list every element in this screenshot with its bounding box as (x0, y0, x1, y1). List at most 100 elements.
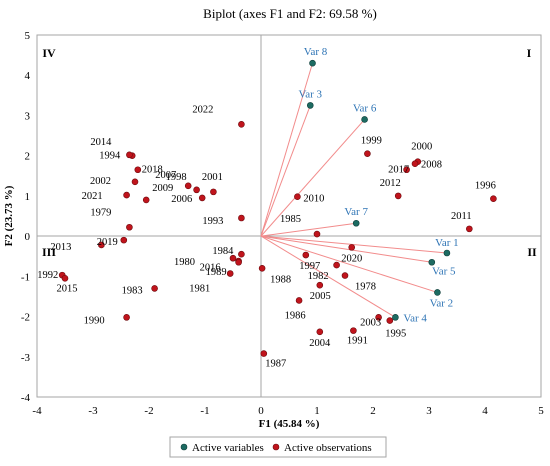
variable-vectors (260, 63, 447, 318)
variable-label-var-3: Var 3 (299, 88, 323, 100)
observation-label-1993: 1993 (202, 216, 223, 227)
observation-label-2018: 2018 (142, 165, 163, 176)
legend-marker-observations (272, 443, 280, 451)
observation-label-1987: 1987 (265, 359, 286, 370)
observation-point-2019 (120, 236, 128, 244)
y-axis-label: F2 (23.73 %) (3, 185, 15, 246)
observation-point-1985 (313, 230, 321, 238)
observation-label-1983: 1983 (122, 285, 143, 296)
variable-point-var-5 (428, 258, 436, 266)
x-tick-label-5: 1 (314, 405, 320, 417)
x-tick-label-9: 5 (538, 405, 544, 417)
chart-title: Biplot (axes F1 and F2: 69.58 %) (203, 6, 377, 21)
observation-label-2010: 2010 (303, 194, 324, 205)
vector-line-var-5 (260, 235, 432, 263)
observation-point-2021 (123, 191, 130, 199)
observation-label-1996: 1996 (475, 181, 496, 192)
observation-label-1998: 1998 (166, 172, 187, 183)
observation-point-2011 (466, 225, 473, 233)
observation-label-1989: 1989 (206, 267, 227, 278)
observation-point-2015 (61, 275, 69, 282)
observation-point-2003 (375, 314, 382, 321)
vector-line-var-2 (260, 235, 438, 293)
x-tick-label-7: 3 (426, 405, 432, 417)
observation-point-2009 (142, 196, 150, 204)
observation-point-2017 (403, 166, 410, 174)
observation-label-2019: 2019 (97, 237, 118, 248)
observation-point-2002 (131, 178, 139, 186)
vector-line-var-1 (260, 235, 447, 254)
observation-point-1988 (258, 264, 266, 272)
observation-label-2020: 2020 (341, 253, 362, 264)
observation-label-2011: 2011 (451, 211, 472, 222)
x-tick-label-2: -2 (144, 405, 153, 417)
variable-label-var-7: Var 7 (344, 206, 368, 218)
y-tick-labels: -4 -3 -2 -1 0 1 2 3 4 5 (21, 30, 31, 404)
observation-label-2014: 2014 (90, 137, 112, 148)
variable-point-var-2 (434, 289, 441, 296)
vector-line-var-3 (260, 105, 311, 237)
observation-point-2010 (294, 193, 301, 200)
x-tick-label-0: -4 (32, 405, 42, 417)
observation-point-2006 (198, 194, 206, 202)
observation-point-1997 (302, 251, 310, 259)
x-tick-label-6: 2 (370, 405, 376, 417)
quadrant-label-ii: II (527, 245, 537, 259)
observation-point-2013 (98, 241, 105, 249)
y-tick-label-0: -4 (21, 392, 31, 404)
x-tick-label-4: 0 (258, 405, 264, 417)
observation-label-2022: 2022 (192, 104, 213, 115)
observation-point-1998 (193, 186, 200, 194)
legend: Active variables Active observations (169, 436, 387, 458)
observation-label-2002: 2002 (90, 176, 111, 187)
observation-label-2021: 2021 (82, 191, 103, 202)
x-tick-label-8: 4 (482, 405, 488, 417)
observation-label-1984: 1984 (212, 246, 234, 257)
observation-point-2014 (126, 151, 133, 159)
observation-label-2000: 2000 (411, 142, 432, 153)
variable-point-var-3 (306, 102, 314, 109)
variable-points: Var 1 Var 2 Var 3 Var 4 Var 5 Var 6 Var 7 Var 8 (299, 46, 459, 324)
x-tick-labels: -4 -3 -2 -1 0 1 2 3 4 5 (32, 405, 544, 417)
observation-point-1982 (333, 261, 340, 269)
quadrant-label-iv: IV (42, 46, 56, 60)
observation-point-1995 (386, 317, 394, 324)
quadrant-label-iii: III (42, 245, 56, 259)
variable-label-var-4: Var 4 (403, 312, 427, 324)
observation-point-2001 (210, 188, 217, 196)
variable-label-var-2: Var 2 (430, 297, 454, 309)
variable-label-var-6: Var 6 (353, 102, 377, 114)
observation-label-2003: 2003 (360, 317, 381, 328)
observation-label-1991: 1991 (347, 336, 368, 347)
observation-label-1981: 1981 (189, 284, 210, 295)
observation-point-1991 (350, 327, 357, 334)
y-tick-label-8: 4 (25, 70, 31, 82)
y-tick-label-2: -2 (21, 312, 30, 324)
vector-line-var-7 (260, 222, 357, 237)
observation-point-2012 (394, 192, 402, 200)
observation-label-1982: 1982 (308, 271, 329, 282)
observation-label-1986: 1986 (285, 310, 306, 321)
observation-point-2018 (134, 166, 142, 174)
observation-label-2005: 2005 (310, 291, 331, 302)
y-tick-label-4: 0 (25, 231, 31, 243)
legend-entry-variables: Active variables (192, 442, 264, 454)
variable-point-var-8 (309, 59, 316, 67)
observation-label-1978: 1978 (355, 282, 376, 293)
plot-area-border (36, 34, 542, 398)
variable-label-var-5: Var 5 (432, 265, 456, 277)
observation-point-2016 (235, 258, 242, 266)
variable-point-var-4 (392, 314, 399, 321)
observation-point-1981 (226, 270, 234, 277)
observation-label-1992: 1992 (37, 270, 58, 281)
observation-label-1997: 1997 (299, 261, 320, 272)
observation-point-2022 (238, 120, 245, 128)
vector-line-var-6 (260, 119, 365, 237)
x-axis-label: F1 (45.84 %) (259, 418, 320, 430)
observation-point-1979 (126, 223, 133, 231)
y-tick-label-3: -1 (21, 271, 30, 283)
observation-label-2016: 2016 (200, 262, 221, 273)
y-tick-label-5: 1 (25, 191, 31, 203)
observation-label-1988: 1988 (270, 274, 291, 285)
observation-label-1980: 1980 (174, 257, 195, 268)
